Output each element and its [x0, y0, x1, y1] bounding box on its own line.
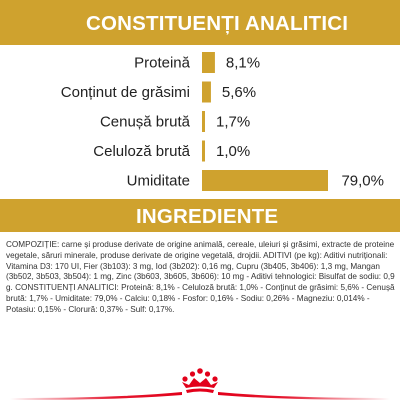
bar	[202, 52, 215, 73]
bar-value-label: 8,1%	[226, 55, 260, 72]
ingredients-header: INGREDIENTE	[0, 199, 400, 232]
bar-value-label: 5,6%	[222, 84, 256, 101]
bar-label: Conținut de grăsimi	[61, 84, 190, 101]
bar-label: Cenușă brută	[100, 114, 191, 131]
bar-label: Umiditate	[127, 173, 190, 190]
brand-logo	[10, 368, 390, 400]
analytics-header: CONSTITUENȚI ANALITICI	[0, 0, 400, 45]
bar-value-label: 1,7%	[216, 114, 250, 131]
analytics-bar-chart: Proteină 8,1% Conținut de grăsimi 5,6% Cenuș…	[61, 52, 384, 191]
bar	[202, 170, 328, 191]
bar-value-label: 79,0%	[341, 173, 384, 190]
bar	[202, 81, 211, 103]
logo-swoosh-left	[10, 392, 182, 400]
crown-icon	[182, 368, 218, 393]
logo-swoosh-right	[218, 392, 390, 400]
composition-text: COMPOZIȚIE: carne și produse derivate de…	[6, 240, 395, 314]
bar-label: Celuloză brută	[93, 143, 190, 160]
bar	[202, 111, 205, 132]
bar-label: Proteină	[134, 55, 191, 72]
bar	[202, 140, 205, 162]
bar-value-label: 1,0%	[216, 143, 250, 160]
